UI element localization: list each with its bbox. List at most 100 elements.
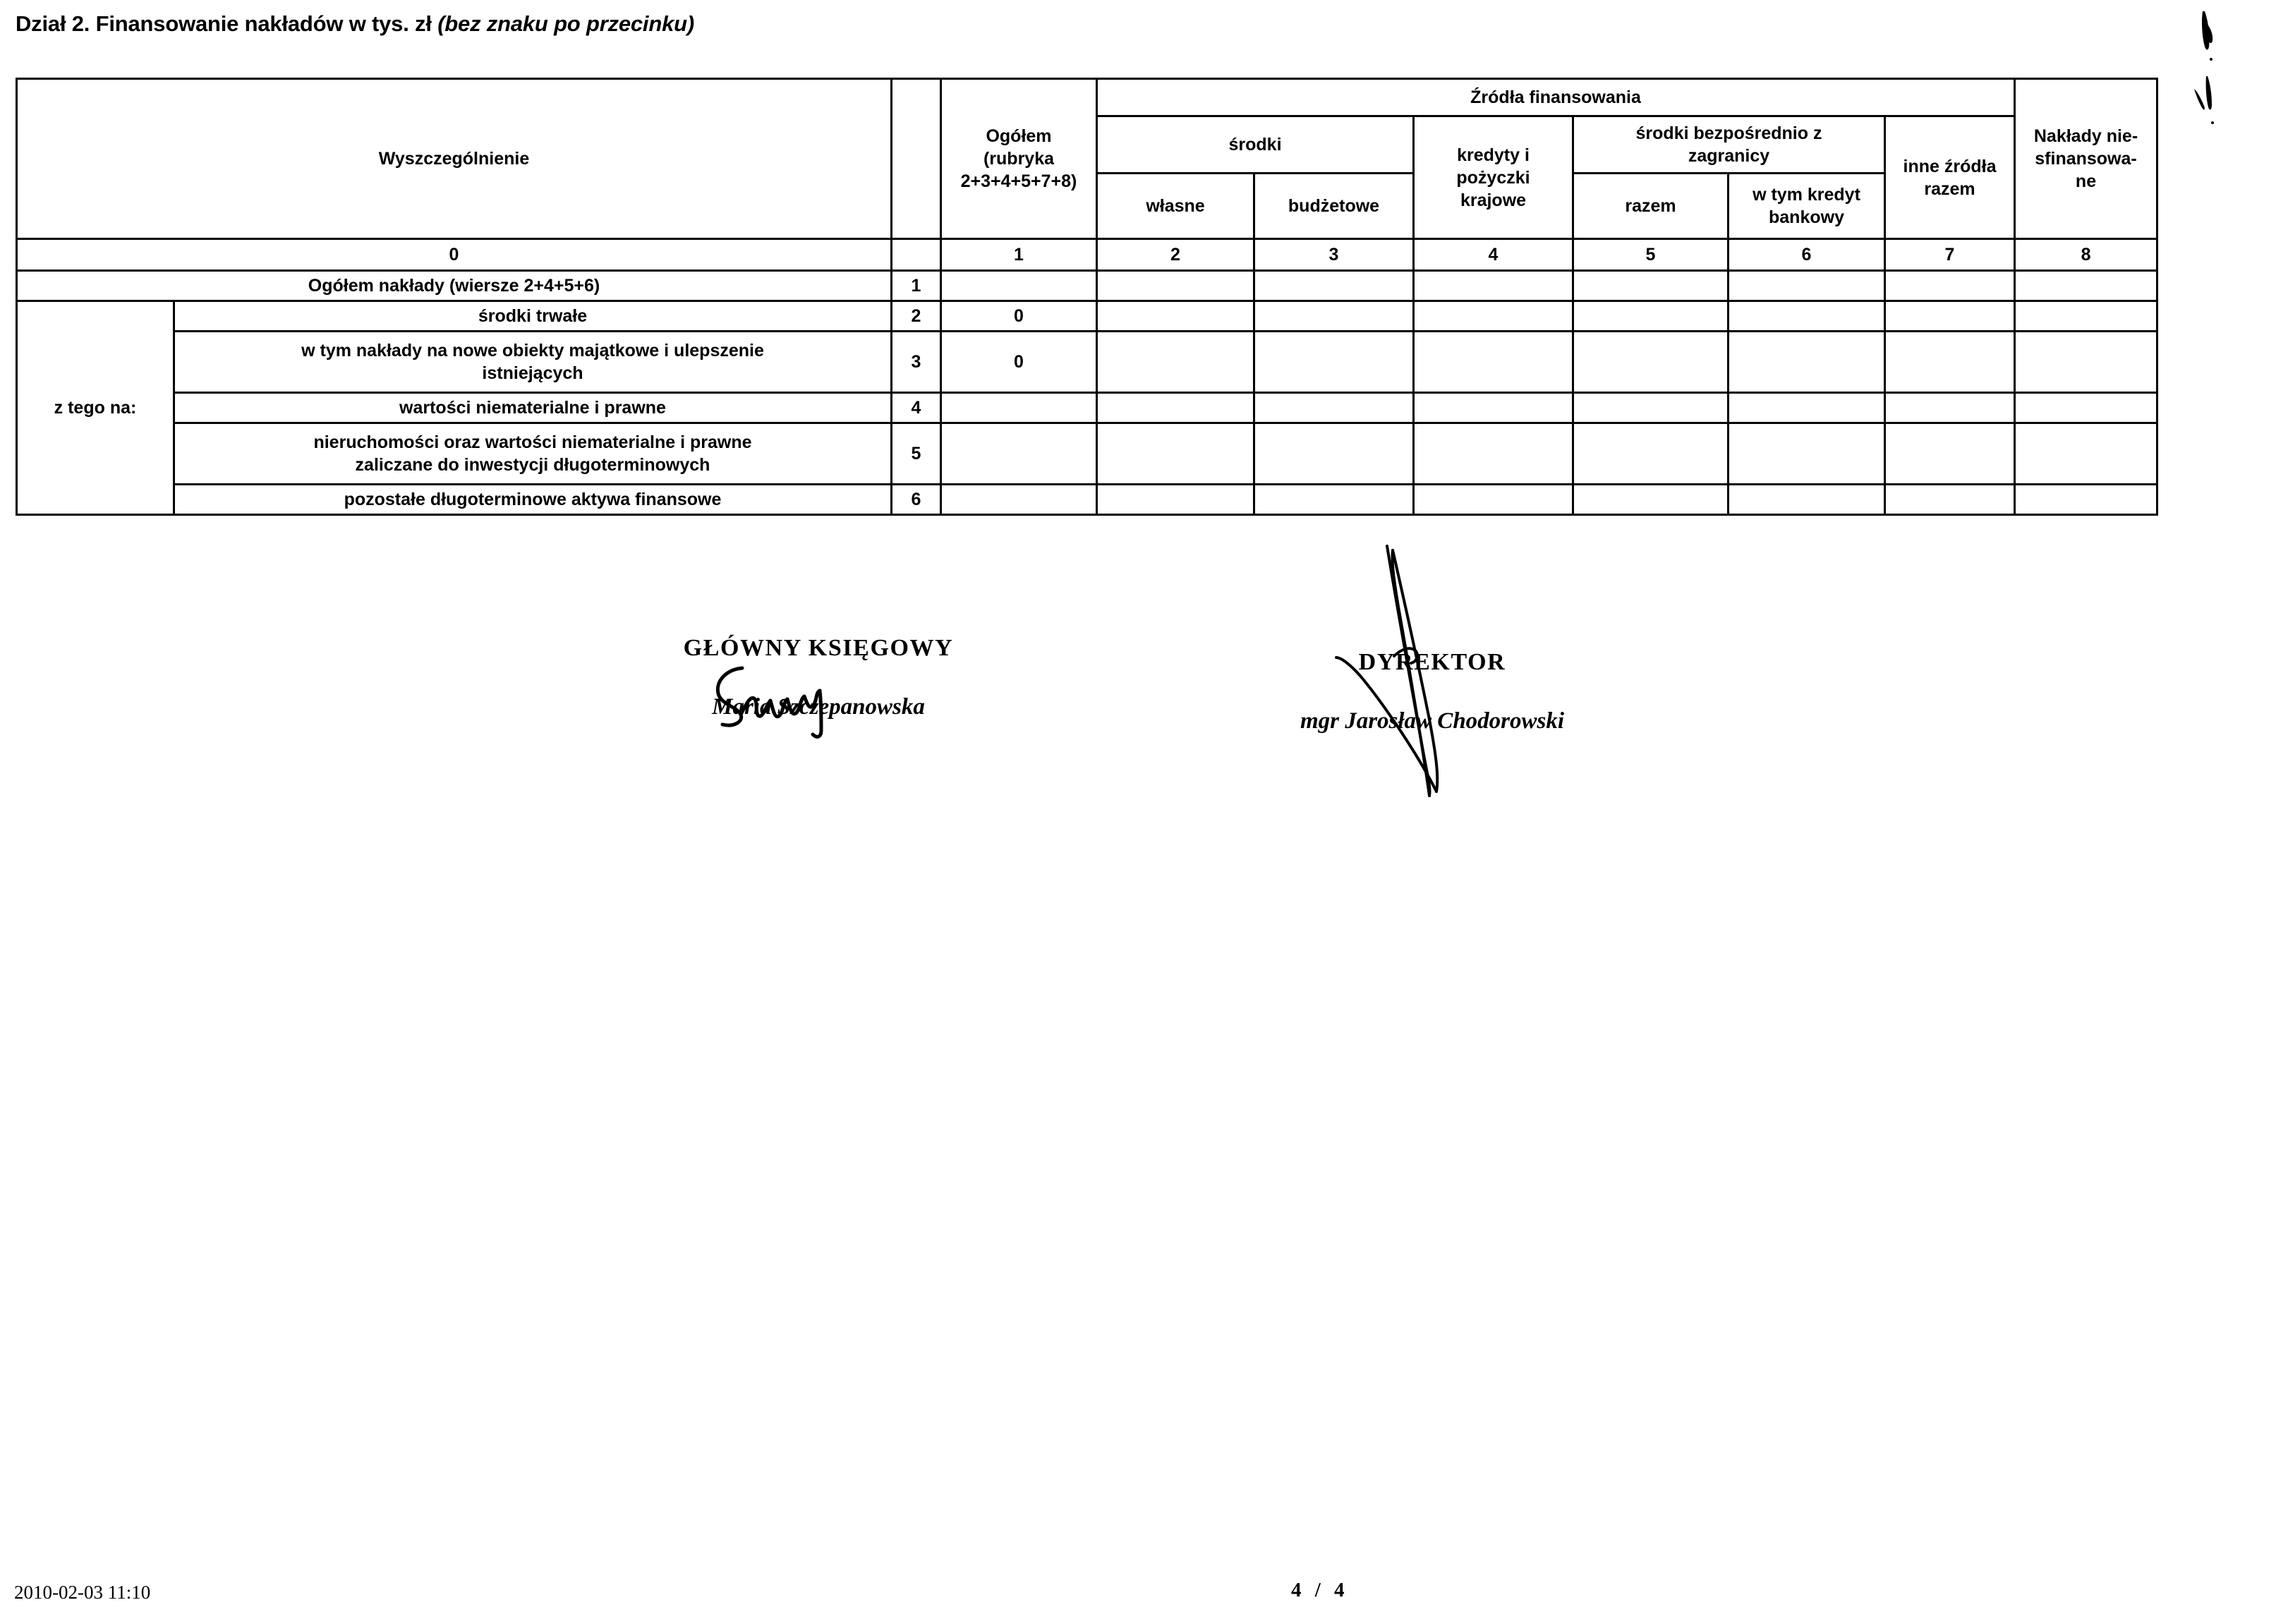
row4-col4[interactable] bbox=[1412, 392, 1574, 424]
row6-col4[interactable] bbox=[1412, 483, 1574, 516]
row4-col8[interactable] bbox=[2014, 392, 2159, 424]
colnum-2: 2 bbox=[1096, 238, 1255, 272]
colnum-8: 8 bbox=[2014, 238, 2159, 272]
header-srodki-z-zagranicy: środki bezpośrednio z zagranicy bbox=[1572, 115, 1886, 174]
row-number-6: 6 bbox=[890, 483, 942, 516]
row1-col2[interactable] bbox=[1096, 269, 1255, 302]
signature-block-accountant: GŁÓWNY KSIĘGOWY Maria Szczepanowska bbox=[600, 635, 1037, 720]
header-budzetowe: budżetowe bbox=[1253, 172, 1415, 240]
row6-col3[interactable] bbox=[1253, 483, 1415, 516]
header-naklady-niesfinansowane: Nakłady nie- sfinansowa- ne bbox=[2014, 78, 2159, 240]
header-inne-line1: inne źródła bbox=[1903, 156, 1997, 176]
header-kredyty-pozyczki-krajowe: kredyty i pożyczki krajowe bbox=[1412, 115, 1574, 240]
group-label-z-tego-na: z tego na: bbox=[16, 300, 175, 516]
row1-col4[interactable] bbox=[1412, 269, 1574, 302]
row4-col3[interactable] bbox=[1253, 392, 1415, 424]
form-table: Wyszczególnienie Ogółem (rubryka 2+3+4+5… bbox=[16, 78, 2159, 516]
colnum-rownum-blank bbox=[890, 238, 942, 272]
header-kredyt-bank-line2: bankowy bbox=[1769, 207, 1844, 227]
table-row: w tym nakłady na nowe obiekty majątkowe … bbox=[17, 330, 2159, 394]
page-title-plain: Dział 2. Finansowanie nakładów w tys. zł bbox=[16, 11, 438, 36]
row3-col7[interactable] bbox=[1883, 330, 2016, 394]
row5-col5[interactable] bbox=[1572, 422, 1729, 485]
row6-col5[interactable] bbox=[1572, 483, 1729, 516]
row5-col3[interactable] bbox=[1253, 422, 1415, 485]
row4-col5[interactable] bbox=[1572, 392, 1729, 424]
row4-col7[interactable] bbox=[1883, 392, 2016, 424]
row-label-1: Ogółem nakłady (wiersze 2+4+5+6) bbox=[16, 269, 892, 302]
row3-col3[interactable] bbox=[1253, 330, 1415, 394]
row3-col6[interactable] bbox=[1727, 330, 1886, 394]
row1-col7[interactable] bbox=[1883, 269, 2016, 302]
row3-col4[interactable] bbox=[1412, 330, 1574, 394]
row5-col4[interactable] bbox=[1412, 422, 1574, 485]
header-zrodla-finansowania: Źródła finansowania bbox=[1095, 78, 2016, 117]
row5-col2[interactable] bbox=[1096, 422, 1255, 485]
header-ogolem: Ogółem (rubryka 2+3+4+5+7+8) bbox=[940, 78, 1098, 240]
row2-col1[interactable]: 0 bbox=[940, 300, 1098, 332]
handwritten-margin-mark bbox=[2173, 0, 2276, 155]
colnum-1: 1 bbox=[940, 238, 1098, 272]
row4-col1[interactable] bbox=[940, 392, 1098, 424]
row3-col5[interactable] bbox=[1572, 330, 1729, 394]
row-label-3: w tym nakłady na nowe obiekty majątkowe … bbox=[173, 330, 892, 394]
table-row: z tego na: środki trwałe 2 0 bbox=[16, 300, 2159, 516]
row-number-4: 4 bbox=[890, 392, 942, 424]
form-table-container: Wyszczególnienie Ogółem (rubryka 2+3+4+5… bbox=[16, 78, 2159, 516]
header-kredyt-bank-line1: w tym kredyt bbox=[1753, 185, 1860, 205]
header-ogolem-line1: Ogółem bbox=[986, 126, 1052, 146]
signature-name-accountant: Maria Szczepanowska bbox=[712, 694, 925, 720]
table-row: pozostałe długoterminowe aktywa finansow… bbox=[17, 483, 2159, 516]
row3-col1[interactable]: 0 bbox=[940, 330, 1098, 394]
signature-title-accountant: GŁÓWNY KSIĘGOWY bbox=[683, 635, 954, 661]
row3-col2[interactable] bbox=[1096, 330, 1255, 394]
row2-col4[interactable] bbox=[1412, 300, 1574, 332]
row6-col6[interactable] bbox=[1727, 483, 1886, 516]
colnum-5: 5 bbox=[1572, 238, 1729, 272]
row2-col2[interactable] bbox=[1096, 300, 1255, 332]
row4-col2[interactable] bbox=[1096, 392, 1255, 424]
row1-col3[interactable] bbox=[1253, 269, 1415, 302]
signature-title-director: DYREKTOR bbox=[1358, 649, 1506, 675]
row6-col1[interactable] bbox=[940, 483, 1098, 516]
row-label-6: pozostałe długoterminowe aktywa finansow… bbox=[173, 483, 892, 516]
row1-col1[interactable] bbox=[940, 269, 1098, 302]
footer-timestamp: 2010-02-03 11:10 bbox=[14, 1582, 151, 1603]
row3-col8[interactable] bbox=[2014, 330, 2159, 394]
row6-col8[interactable] bbox=[2014, 483, 2159, 516]
row5-col6[interactable] bbox=[1727, 422, 1886, 485]
column-number-row: 0 1 2 3 4 5 6 7 8 bbox=[16, 238, 2159, 272]
row-label-2: środki trwałe bbox=[173, 300, 892, 332]
row-number-2: 2 bbox=[890, 300, 942, 332]
row5-col7[interactable] bbox=[1883, 422, 2016, 485]
row4-col6[interactable] bbox=[1727, 392, 1886, 424]
row6-col2[interactable] bbox=[1096, 483, 1255, 516]
row-label-5-line1: nieruchomości oraz wartości niematerialn… bbox=[313, 432, 752, 452]
row5-col8[interactable] bbox=[2014, 422, 2159, 485]
row6-col7[interactable] bbox=[1883, 483, 2016, 516]
header-kredyty-line3: krajowe bbox=[1460, 190, 1527, 210]
header-niesfin-line2: sfinansowa- bbox=[2035, 149, 2137, 169]
row1-col5[interactable] bbox=[1572, 269, 1729, 302]
header-inne-zrodla-razem: inne źródła razem bbox=[1883, 115, 2016, 240]
row2-col5[interactable] bbox=[1572, 300, 1729, 332]
colnum-0: 0 bbox=[16, 238, 892, 272]
row5-col1[interactable] bbox=[940, 422, 1098, 485]
header-niesfin-line3: ne bbox=[2075, 171, 2097, 191]
table-row: nieruchomości oraz wartości niematerialn… bbox=[17, 422, 2159, 485]
header-w-tym-kredyt-bankowy: w tym kredyt bankowy bbox=[1727, 172, 1886, 240]
row2-col3[interactable] bbox=[1253, 300, 1415, 332]
row-label-5-line2: zaliczane do inwestycji długoterminowych bbox=[355, 455, 710, 475]
row1-col6[interactable] bbox=[1727, 269, 1886, 302]
header-inne-line2: razem bbox=[1924, 178, 1975, 199]
row-number-1: 1 bbox=[890, 269, 942, 302]
row2-col6[interactable] bbox=[1727, 300, 1886, 332]
header-zagranica-razem: razem bbox=[1572, 172, 1729, 240]
footer-page-number: 4 / 4 bbox=[1291, 1579, 1349, 1601]
header-row-number-col bbox=[890, 78, 942, 240]
row2-col7[interactable] bbox=[1883, 300, 2016, 332]
signature-block-director: DYREKTOR mgr Jarosław Chodorowski bbox=[1213, 649, 1651, 734]
header-srodki: środki bbox=[1096, 115, 1415, 174]
row2-col8[interactable] bbox=[2014, 300, 2159, 332]
row1-col8[interactable] bbox=[2014, 269, 2159, 302]
